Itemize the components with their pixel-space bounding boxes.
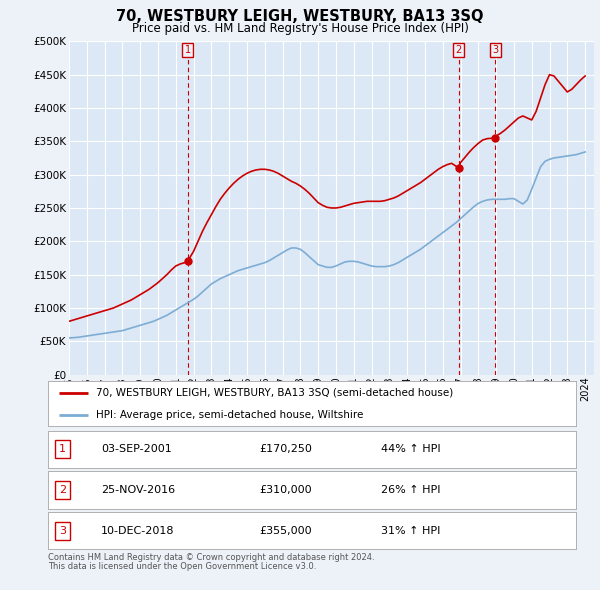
Text: £310,000: £310,000 [259,485,312,495]
Text: 25-NOV-2016: 25-NOV-2016 [101,485,175,495]
Text: Price paid vs. HM Land Registry's House Price Index (HPI): Price paid vs. HM Land Registry's House … [131,22,469,35]
Text: 3: 3 [492,45,498,55]
Text: Contains HM Land Registry data © Crown copyright and database right 2024.: Contains HM Land Registry data © Crown c… [48,553,374,562]
Text: 44% ↑ HPI: 44% ↑ HPI [380,444,440,454]
Text: 70, WESTBURY LEIGH, WESTBURY, BA13 3SQ: 70, WESTBURY LEIGH, WESTBURY, BA13 3SQ [116,9,484,24]
Text: 3: 3 [59,526,66,536]
Text: 10-DEC-2018: 10-DEC-2018 [101,526,175,536]
Text: HPI: Average price, semi-detached house, Wiltshire: HPI: Average price, semi-detached house,… [95,409,363,419]
Text: 03-SEP-2001: 03-SEP-2001 [101,444,172,454]
Text: 2: 2 [59,485,67,495]
Text: £170,250: £170,250 [259,444,312,454]
Text: 26% ↑ HPI: 26% ↑ HPI [380,485,440,495]
Text: 2: 2 [455,45,462,55]
Text: This data is licensed under the Open Government Licence v3.0.: This data is licensed under the Open Gov… [48,562,316,571]
Text: 70, WESTBURY LEIGH, WESTBURY, BA13 3SQ (semi-detached house): 70, WESTBURY LEIGH, WESTBURY, BA13 3SQ (… [95,388,453,398]
Text: 1: 1 [185,45,191,55]
Text: £355,000: £355,000 [259,526,312,536]
Text: 31% ↑ HPI: 31% ↑ HPI [380,526,440,536]
Text: 1: 1 [59,444,66,454]
